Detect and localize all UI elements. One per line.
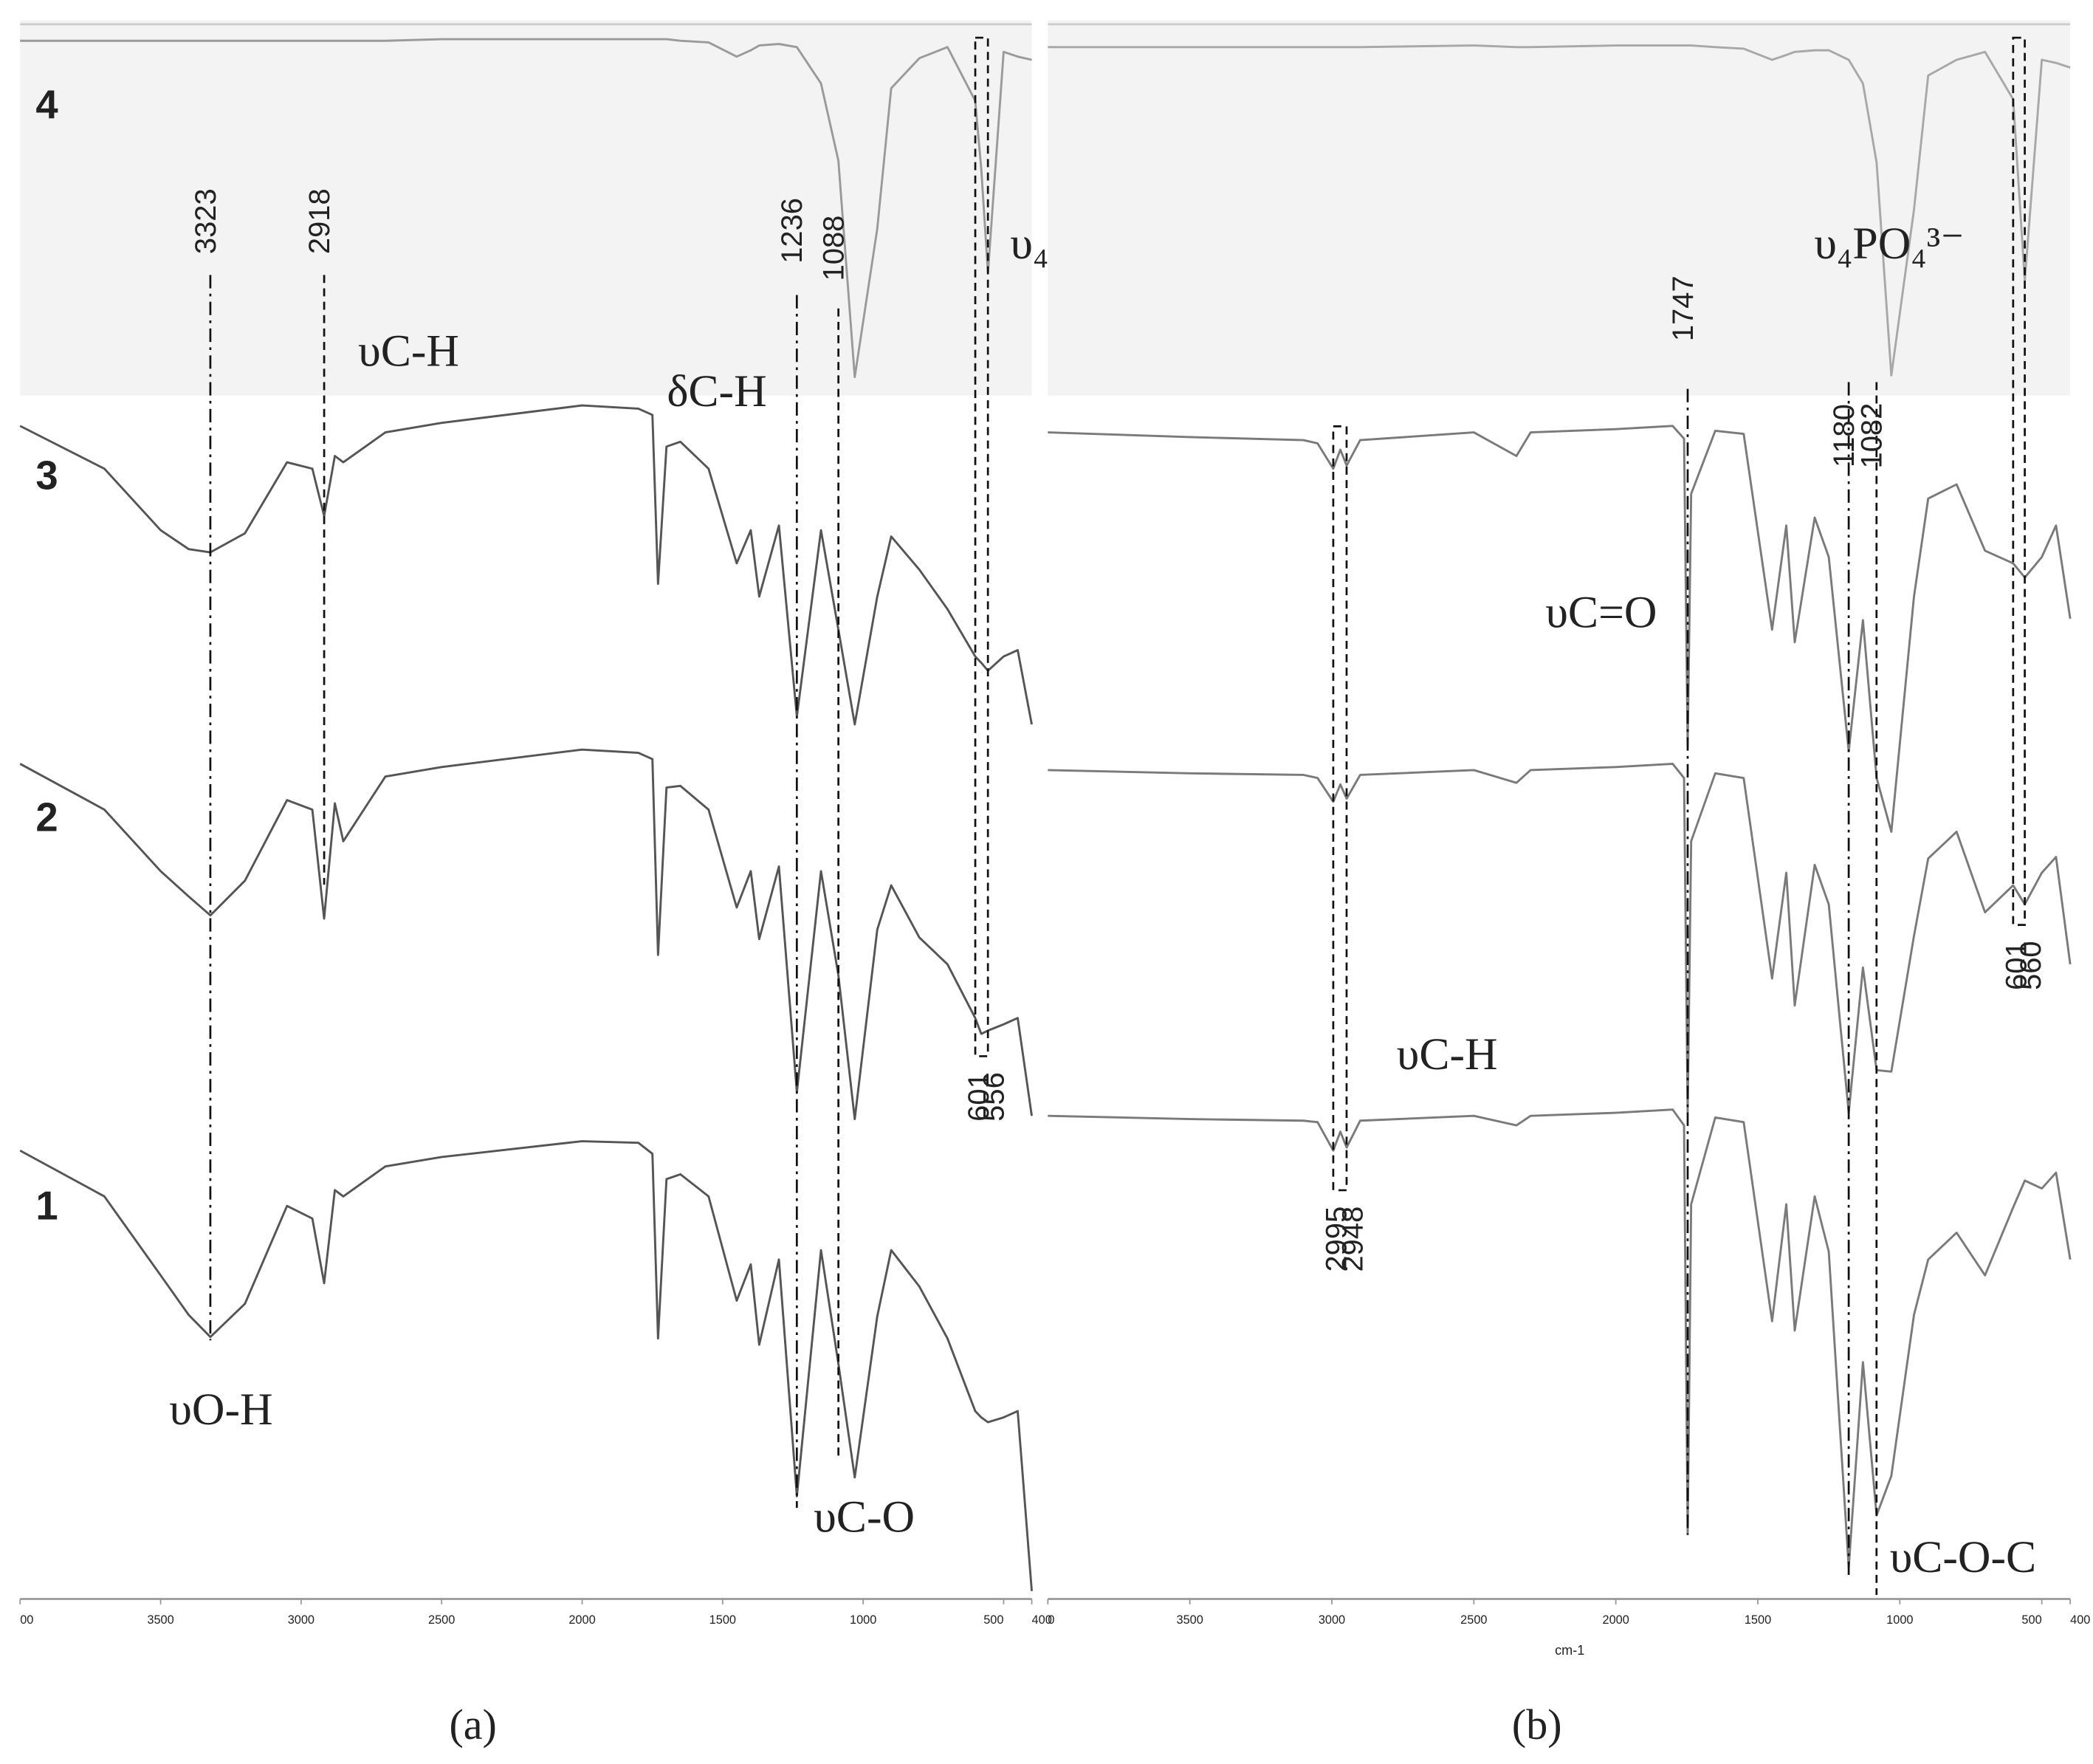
region-box [2012, 36, 2026, 926]
panel-label: (a) [449, 1700, 496, 1748]
region-box [974, 36, 989, 1057]
x-tick-label: 400 [1032, 1613, 1052, 1627]
series-label: 2 [35, 795, 58, 840]
top-band [1048, 20, 2071, 396]
annotation: υC-H [1397, 1029, 1498, 1080]
spectrum [1048, 44, 2071, 377]
peak-label: 1180 [1828, 404, 1860, 467]
peak-label: 1082 [1856, 403, 1888, 469]
panel-label: (b) [1512, 1700, 1562, 1748]
spectrum [1048, 425, 2072, 833]
annotation: υC-H [358, 326, 459, 376]
annotation: δC-H [667, 366, 766, 416]
x-tick-label: 00 [20, 1613, 33, 1627]
peak-label: 2918 [303, 188, 336, 254]
x-tick-label: 2000 [1603, 1613, 1629, 1627]
region-label: 556 [978, 1072, 1011, 1122]
annotation: υC-O [814, 1492, 915, 1542]
peak-label: 1236 [776, 198, 808, 264]
x-tick-label: 1500 [1745, 1613, 1771, 1627]
region-label: 560 [2015, 941, 2047, 990]
x-tick-label: 3500 [147, 1613, 173, 1627]
x-tick-label: 1000 [850, 1613, 876, 1627]
region-label: 601 [2001, 941, 2033, 990]
x-tick-label: 2500 [1460, 1613, 1487, 1627]
x-tick-label: 3000 [288, 1613, 315, 1627]
series-label: 1 [35, 1184, 58, 1229]
x-tick-label: 0 [1048, 1613, 1054, 1627]
x-axis-label: cm-1 [1555, 1643, 1584, 1658]
x-tick-label: 500 [983, 1613, 1003, 1627]
annotation: υC-O-C [1890, 1532, 2036, 1582]
peak-label: 1747 [1667, 275, 1700, 341]
x-tick-label: 3500 [1176, 1613, 1203, 1627]
spectrum [19, 404, 1033, 726]
x-tick-label: 500 [2021, 1613, 2041, 1627]
annotation: υC=O [1545, 587, 1657, 637]
x-tick-label: 3000 [1319, 1613, 1345, 1627]
spectrum [1048, 762, 2072, 1114]
x-tick-label: 1000 [1886, 1613, 1913, 1627]
region-label: 2948 [1336, 1207, 1369, 1272]
region-label: 601 [963, 1072, 995, 1122]
peak-label: 3323 [190, 188, 222, 254]
spectrum [20, 38, 1032, 379]
spectrum [1048, 1108, 2072, 1569]
x-tick-label: 2000 [568, 1613, 595, 1627]
peak-label: 1088 [818, 216, 850, 281]
x-tick-label: 400 [2070, 1613, 2090, 1627]
x-tick-label: 1500 [709, 1613, 736, 1627]
spectrum [19, 748, 1033, 1121]
annotation: υ₄PO₄³⁻ [1814, 219, 1964, 269]
top-band [20, 20, 1032, 396]
x-tick-label: 2500 [428, 1613, 455, 1627]
region-box [1332, 425, 1348, 1192]
spectrum [19, 1140, 1033, 1591]
annotation: υO-H [169, 1384, 272, 1435]
series-label: 4 [35, 82, 58, 127]
series-label: 3 [35, 453, 58, 498]
region-label: 2995 [1321, 1207, 1353, 1272]
